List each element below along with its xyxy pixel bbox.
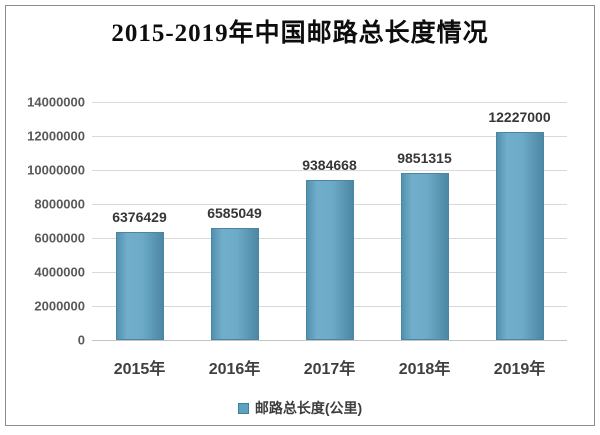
y-axis-tick-label: 10000000 xyxy=(27,162,85,178)
y-axis-tick-label: 0 xyxy=(77,332,85,348)
x-axis-label: 2015年 xyxy=(113,361,166,378)
bar xyxy=(115,231,164,340)
y-axis-tick-label: 4000000 xyxy=(34,264,85,280)
bar xyxy=(495,132,544,340)
y-axis-tick-label: 14000000 xyxy=(27,94,85,110)
x-axis-line xyxy=(92,340,567,341)
bar-value-label: 9384668 xyxy=(302,157,357,174)
chart-title: 2015-2019年中国邮路总长度情况 xyxy=(111,20,489,47)
x-axis-label: 2017年 xyxy=(303,361,356,378)
legend: 邮路总长度(公里) xyxy=(0,398,600,418)
gridline xyxy=(92,136,567,137)
bar-value-label: 12227000 xyxy=(488,109,551,126)
legend-label: 邮路总长度(公里) xyxy=(254,400,363,416)
x-axis-label: 2019年 xyxy=(493,361,546,378)
gridline xyxy=(92,170,567,171)
gridline xyxy=(92,102,567,103)
y-axis-tick-label: 6000000 xyxy=(34,230,85,246)
bar-value-label: 6585049 xyxy=(207,205,262,222)
legend-marker xyxy=(237,402,249,414)
y-axis-tick-label: 12000000 xyxy=(27,128,85,144)
x-axis-label: 2018年 xyxy=(398,361,451,378)
bar xyxy=(305,180,354,340)
bar xyxy=(210,228,259,340)
bar-value-label: 6376429 xyxy=(112,208,167,225)
y-axis-tick-label: 2000000 xyxy=(34,298,85,314)
bar-value-label: 9851315 xyxy=(397,149,452,166)
x-axis-label: 2016年 xyxy=(208,361,261,378)
y-axis-tick-label: 8000000 xyxy=(34,196,85,212)
bar xyxy=(400,172,449,340)
